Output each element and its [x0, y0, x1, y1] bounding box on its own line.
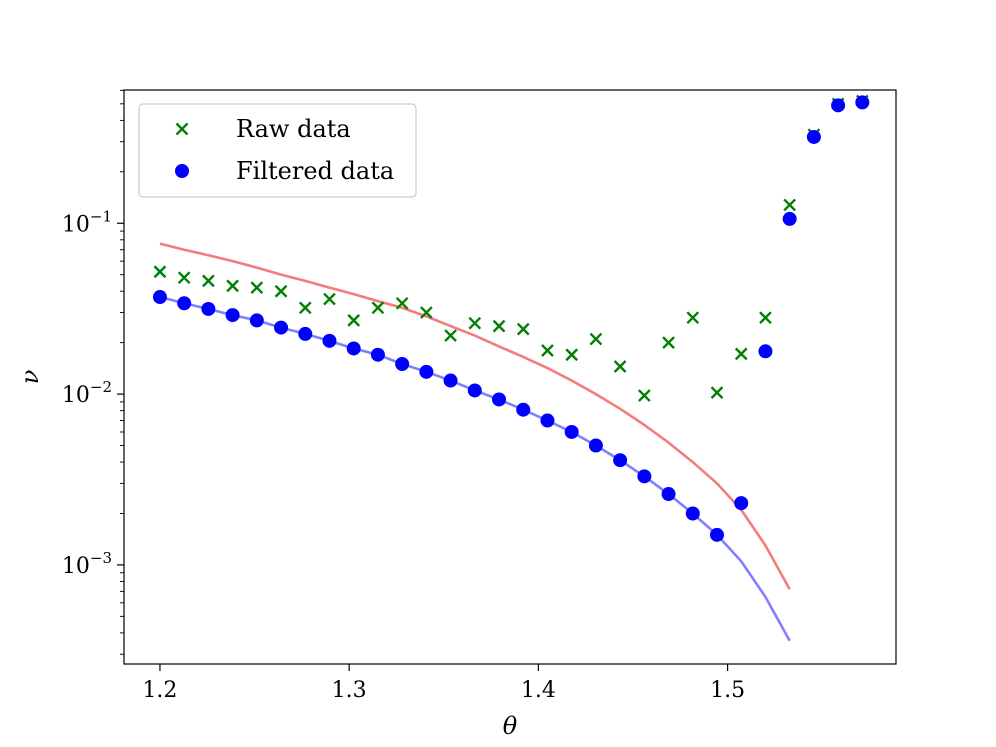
raw-data-point: [734, 347, 748, 361]
filtered-data-point: [322, 333, 337, 348]
filtered-data-point: [855, 95, 870, 110]
raw-data-point: [250, 281, 264, 294]
legend-filtered-label: Filtered data: [236, 157, 394, 185]
filtered-data-point: [443, 373, 458, 388]
x-tick-label: 1.3: [332, 678, 367, 703]
y-tick-label: 10−1: [62, 207, 112, 237]
filtered-data-point: [467, 383, 482, 398]
y-tick-label: 10−2: [62, 378, 112, 408]
data-markers: [152, 94, 870, 542]
raw-data-point: [710, 386, 724, 399]
raw-data-point: [759, 311, 772, 325]
filtered-data-point: [274, 320, 289, 335]
raw-data-point: [226, 279, 239, 293]
raw-data-point: [541, 344, 554, 357]
filtered-data-point: [419, 364, 434, 379]
raw-data-point: [274, 284, 288, 298]
raw-data-point: [492, 319, 506, 333]
filtered-data-point: [516, 402, 531, 417]
filtered-data-point: [734, 496, 749, 511]
raw-data-point: [444, 329, 457, 342]
raw-data-point: [420, 306, 433, 319]
filtered-data-point: [758, 344, 773, 359]
filtered-data-point: [588, 438, 603, 453]
filtered-data-point: [225, 308, 240, 323]
filtered-data-point: [346, 341, 361, 356]
filtered-data-point: [152, 290, 167, 305]
x-tick-label: 1.2: [142, 678, 177, 703]
filtered-data-point: [298, 326, 313, 341]
filtered-data-point: [685, 506, 700, 521]
filtered-data-point: [564, 424, 579, 439]
filtered-data-point: [613, 453, 628, 468]
y-tick-label: 10−3: [62, 549, 112, 579]
y-axis-label: ν: [16, 370, 44, 385]
raw-data-point: [298, 301, 312, 315]
raw-data-point: [613, 360, 627, 373]
raw-data-point: [637, 389, 651, 402]
filtered-data-point: [492, 392, 507, 407]
filtered-data-point: [177, 296, 192, 311]
raw-data-point: [347, 314, 361, 327]
x-axis: 1.2 1.3 1.4 1.5: [142, 664, 745, 703]
raw-data-point: [565, 348, 579, 362]
raw-data-point: [783, 198, 797, 212]
legend-raw-x: [175, 122, 189, 136]
filtered-data-point: [710, 527, 725, 542]
raw-data-point: [153, 265, 167, 279]
raw-data-point: [323, 292, 336, 306]
y-axis: 10−3 10−2 10−1: [62, 89, 124, 655]
filtered-data-point: [201, 301, 216, 316]
filtered-data-point: [395, 357, 410, 372]
raw-data-point: [468, 316, 482, 330]
filtered-data-point: [831, 98, 846, 113]
raw-data-point: [177, 271, 191, 285]
legend-filtered-marker: [175, 164, 189, 178]
legend-raw-label: Raw data: [236, 115, 351, 143]
legend: Raw data Filtered data: [138, 103, 417, 198]
raw-data-point: [662, 336, 675, 350]
raw-data-point: [589, 332, 603, 346]
filtered-data-point: [540, 413, 555, 428]
filtered-data-point: [661, 487, 676, 502]
filtered-data-point: [370, 347, 385, 362]
legend-box: [138, 103, 417, 198]
raw-data-point: [516, 322, 530, 336]
legend-raw-marker: [175, 122, 189, 136]
filtered-data-point: [249, 313, 264, 328]
raw-data-point: [686, 311, 700, 325]
x-tick-label: 1.4: [521, 678, 556, 703]
filtered-data-point: [637, 469, 652, 484]
raw-data-point: [202, 274, 215, 288]
filtered-data-point: [806, 129, 821, 144]
raw-data-point: [395, 296, 409, 310]
raw-fit-line: [159, 242, 791, 590]
plot-frame: [123, 89, 897, 665]
filtered-data-point: [782, 211, 797, 226]
raw-data-point: [371, 301, 385, 315]
x-axis-label: θ: [503, 712, 518, 740]
x-tick-label: 1.5: [710, 678, 745, 703]
